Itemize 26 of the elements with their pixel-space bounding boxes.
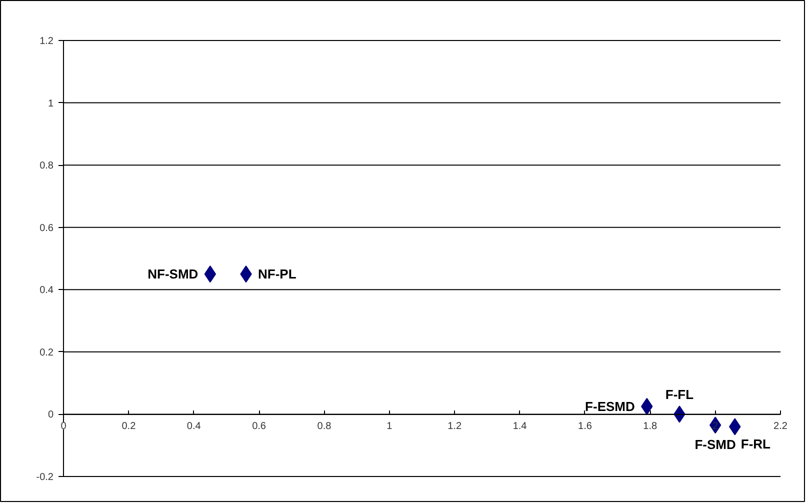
y-tick-label: 1 <box>48 98 54 110</box>
y-tick-label: 0.6 <box>40 222 54 234</box>
x-tick-label: 1.2 <box>448 421 462 432</box>
annotation: F-ESMD <box>585 398 635 414</box>
annotation: NF-SMD <box>148 266 198 282</box>
x-tick-label: 1.4 <box>512 421 528 432</box>
x-tick-label: 0.4 <box>186 421 202 432</box>
x-tick-label: 1.6 <box>578 421 592 432</box>
x-tick-label: 0.8 <box>317 421 332 432</box>
x-tick-label: 1.8 <box>643 421 658 432</box>
x-tick-label: 1 <box>386 421 393 432</box>
y-tick-label: 0 <box>48 410 54 421</box>
annotation: F-SMD <box>694 437 736 452</box>
y-tick-label: 1.2 <box>40 36 54 47</box>
y-tick-label: -0.2 <box>36 472 54 483</box>
x-tick-label: 0.2 <box>122 421 136 432</box>
y-tick-label: 0.8 <box>40 160 54 172</box>
y-tick-label: 0.4 <box>40 285 54 296</box>
y-tick-label: 0.2 <box>40 347 54 358</box>
x-tick-label: 0.6 <box>252 421 266 432</box>
x-tick-label: 0 <box>60 421 67 432</box>
annotation: NF-PL <box>258 266 296 282</box>
x-tick-label: 2.2 <box>774 421 788 432</box>
annotation: F-FL <box>665 387 694 402</box>
annotation: F-RL <box>740 436 771 452</box>
x-tick-label: 2 <box>712 421 719 432</box>
